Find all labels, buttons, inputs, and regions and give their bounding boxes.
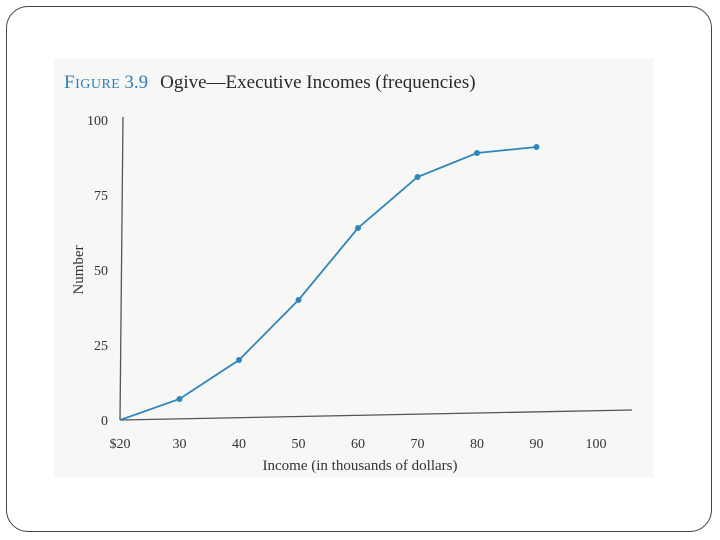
- figure-caption: Ogive—Executive Incomes (frequencies): [160, 72, 476, 93]
- figure-label: FIGURE: [64, 72, 121, 93]
- x-tick-label: 50: [292, 437, 306, 452]
- data-point: [474, 150, 480, 156]
- data-point: [295, 297, 302, 303]
- figure-number: 3.9: [124, 72, 149, 93]
- data-point: [236, 357, 242, 363]
- x-tick-label: 40: [232, 437, 246, 452]
- x-tick-label: $20: [110, 437, 131, 452]
- axes: [119, 116, 633, 421]
- y-tick-label: 0: [101, 414, 108, 429]
- data-point: [414, 174, 421, 180]
- y-tick-label: 50: [94, 264, 108, 279]
- figure-title: FIGURE 3.9 Ogive—Executive Incomes (freque…: [64, 72, 476, 94]
- y-axis-line: [119, 116, 124, 421]
- x-axis-line: [119, 409, 633, 421]
- y-tick-label: 75: [94, 189, 108, 204]
- x-tick-label: 90: [530, 437, 544, 452]
- x-tick-label: 70: [411, 437, 425, 452]
- x-tick-label: 100: [586, 437, 607, 452]
- y-tick-label: 25: [94, 339, 108, 354]
- y-tick-labels: 0 25 50 75 100: [87, 114, 108, 429]
- x-axis-label: Income (in thousands of dollars): [263, 458, 458, 474]
- x-tick-label: 60: [351, 437, 365, 452]
- series: [119, 144, 540, 421]
- data-point: [355, 225, 361, 231]
- x-tick-labels: $20 30 40 50 60 70 80 90 100: [110, 437, 607, 452]
- series-line: [119, 146, 537, 421]
- data-point: [176, 396, 183, 402]
- x-tick-label: 80: [470, 437, 484, 452]
- y-tick-label: 100: [87, 114, 108, 129]
- y-axis-label: Number: [71, 245, 87, 294]
- data-point: [533, 144, 540, 150]
- x-tick-label: 30: [173, 437, 187, 452]
